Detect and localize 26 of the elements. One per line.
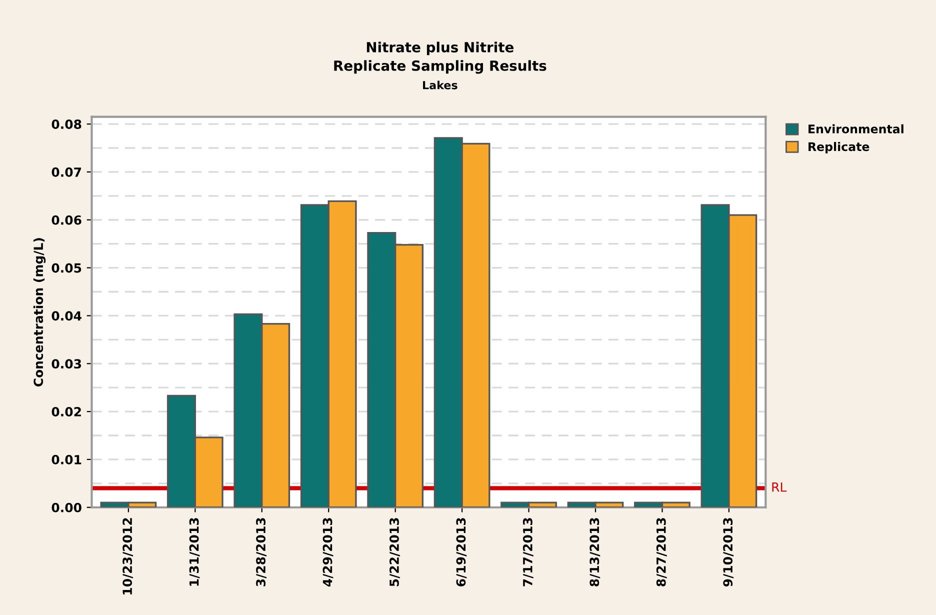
x-tick-label: 4/29/2013 bbox=[322, 518, 334, 587]
y-axis-title: Concentration (mg/L) bbox=[33, 238, 46, 387]
y-tick-label: 0.06 bbox=[52, 215, 82, 225]
text: Lakes bbox=[423, 80, 458, 90]
y-tick-label: 0.07 bbox=[52, 167, 82, 177]
x-tick-label: 5/22/2013 bbox=[389, 518, 400, 586]
x-tick-label: 3/28/2013 bbox=[256, 518, 266, 586]
x-tick-label: 6/19/2013 bbox=[456, 518, 467, 586]
y-tick-label: 0.03 bbox=[52, 359, 82, 369]
legend-label: Replicate bbox=[808, 142, 870, 154]
y-tick-label: 0.00 bbox=[52, 502, 82, 512]
y-tick-label: 0.02 bbox=[52, 407, 81, 416]
chart-title: Nitrate plus Nitrite bbox=[366, 42, 514, 56]
y-tick-label: 0.05 bbox=[52, 263, 82, 273]
x-tick-label: 8/27/2013 bbox=[656, 518, 667, 586]
x-tick-label: 9/10/2013 bbox=[723, 518, 734, 586]
x-tick-label: 1/31/2013 bbox=[189, 518, 200, 586]
x-tick-label: 8/13/2013 bbox=[590, 518, 600, 586]
ref-line-label: RL bbox=[772, 482, 787, 492]
chart-subtitle: Replicate Sampling Results bbox=[334, 60, 546, 74]
x-tick-label: 10/23/2012 bbox=[122, 518, 134, 594]
legend-label: Environmental bbox=[808, 124, 904, 134]
y-tick-label: 0.08 bbox=[52, 120, 82, 129]
y-tick-label: 0.01 bbox=[52, 454, 82, 464]
y-tick-label: 0.04 bbox=[52, 311, 82, 321]
x-tick-label: 7/17/2013 bbox=[522, 518, 534, 586]
